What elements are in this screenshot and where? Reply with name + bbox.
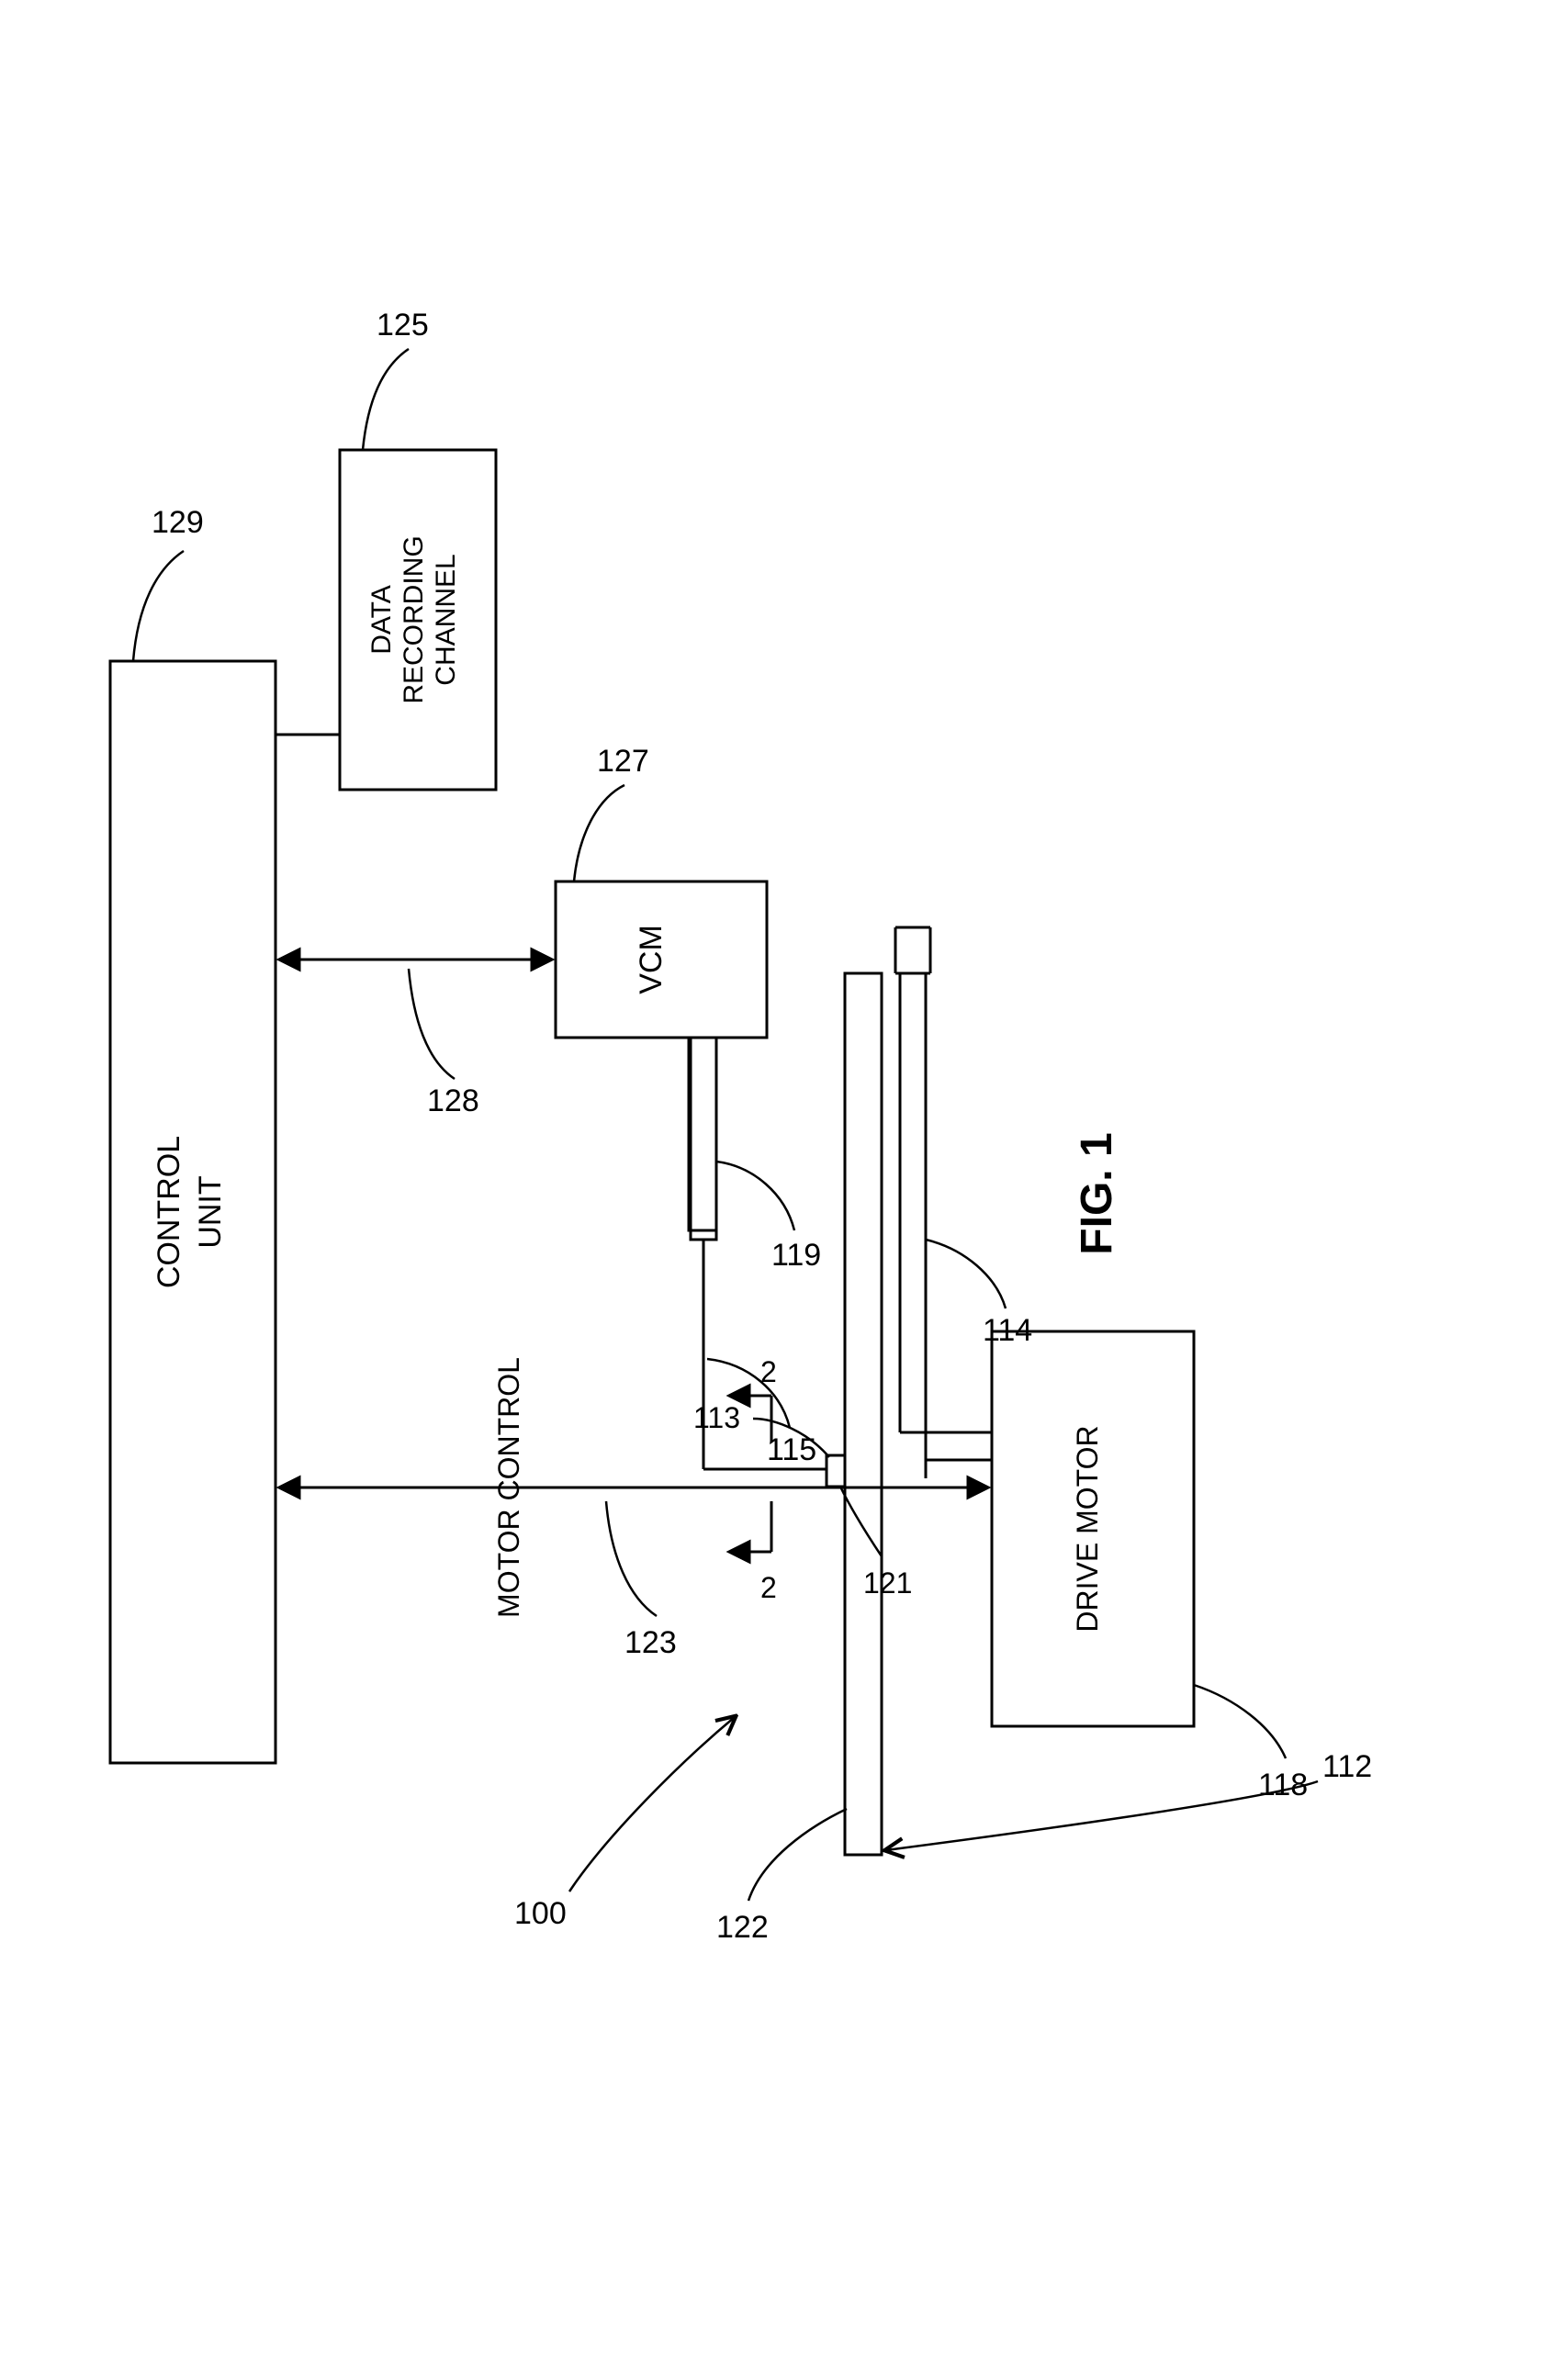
svg-text:127: 127 xyxy=(597,744,649,779)
actuator-arm-body xyxy=(691,1038,716,1240)
figure-label: FIG. 1 xyxy=(1073,1132,1121,1254)
control-unit-label-1: CONTROL xyxy=(152,1136,186,1288)
svg-text:128: 128 xyxy=(427,1083,479,1118)
svg-text:113: 113 xyxy=(693,1401,740,1434)
ref-127: 127 xyxy=(574,744,649,881)
svg-text:122: 122 xyxy=(716,1910,769,1945)
svg-text:121: 121 xyxy=(863,1566,912,1600)
control-unit-label-2: UNIT xyxy=(193,1175,228,1248)
disk xyxy=(845,973,882,1855)
svg-text:2: 2 xyxy=(760,1571,777,1604)
vcm-block: VCM xyxy=(556,881,767,1038)
ref-121: 121 xyxy=(840,1487,912,1600)
ref-122: 122 xyxy=(716,1809,847,1945)
ref-125: 125 xyxy=(363,308,429,450)
drive-motor-block: DRIVE MOTOR xyxy=(992,1331,1194,1726)
drc-label-2: RECORDING xyxy=(399,535,429,703)
svg-text:118: 118 xyxy=(1258,1768,1308,1802)
section-line: 2 2 xyxy=(730,1355,777,1604)
drc-label-1: DATA xyxy=(366,585,397,655)
ref-114: 114 xyxy=(926,1240,1032,1348)
svg-text:100: 100 xyxy=(514,1896,567,1931)
svg-text:129: 129 xyxy=(152,505,204,540)
motor-control-label: MOTOR CONTROL xyxy=(492,1357,525,1618)
data-recording-channel-block: DATA RECORDING CHANNEL xyxy=(340,450,496,790)
ref-129: 129 xyxy=(133,505,204,661)
drive-motor-label: DRIVE MOTOR xyxy=(1071,1425,1104,1632)
vcm-label: VCM xyxy=(634,925,669,994)
ref-119: 119 xyxy=(716,1162,821,1273)
spindle xyxy=(895,927,992,1478)
ref-123: 123 xyxy=(606,1501,677,1660)
svg-text:125: 125 xyxy=(377,308,429,342)
ref-118: 118 xyxy=(1194,1685,1308,1802)
svg-text:119: 119 xyxy=(771,1238,821,1273)
svg-text:114: 114 xyxy=(983,1313,1032,1348)
drc-label-3: CHANNEL xyxy=(431,554,461,685)
patent-diagram: CONTROL UNIT 129 DATA RECORDING CHANNEL … xyxy=(0,0,1541,2380)
svg-text:123: 123 xyxy=(624,1625,677,1660)
ref-100: 100 xyxy=(514,1717,735,1931)
actuator-arm xyxy=(689,1038,767,1230)
ref-128: 128 xyxy=(409,969,479,1118)
svg-text:2: 2 xyxy=(760,1355,777,1388)
control-unit-block: CONTROL UNIT xyxy=(110,661,276,1763)
svg-text:112: 112 xyxy=(1322,1749,1372,1784)
